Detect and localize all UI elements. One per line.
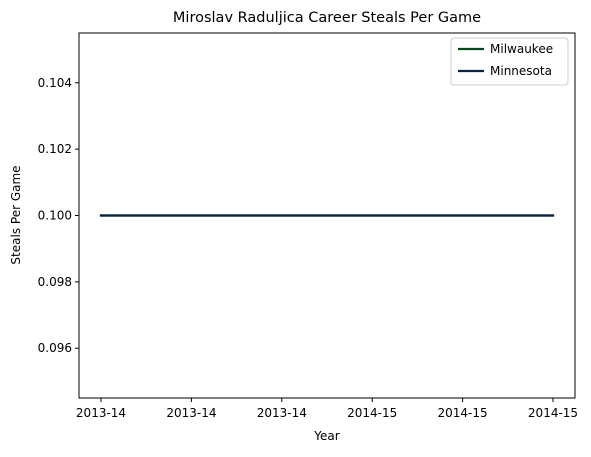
y-axis-label: Steals Per Game — [9, 165, 23, 264]
x-tick-label: 2014-15 — [438, 406, 488, 420]
x-tick-label: 2013-14 — [166, 406, 216, 420]
x-tick-label: 2014-15 — [347, 406, 397, 420]
x-tick-label: 2014-15 — [528, 406, 578, 420]
y-tick-label: 0.096 — [38, 341, 72, 355]
plot-area: 0.096 0.098 0.100 0.102 0.104 2013-14 2013-14 2… — [38, 32, 578, 420]
x-tick-label: 2013-14 — [76, 406, 126, 420]
y-tick-label: 0.098 — [38, 275, 72, 289]
plot-frame — [78, 32, 576, 399]
legend: Milwaukee Minnesota — [450, 37, 569, 86]
x-tick-label: 2013-14 — [257, 406, 307, 420]
y-tick-label: 0.102 — [38, 142, 72, 156]
legend-label: Minnesota — [490, 64, 552, 78]
chart-title: Miroslav Raduljica Career Steals Per Gam… — [173, 10, 481, 26]
y-tick-label: 0.104 — [38, 76, 72, 90]
legend-label: Milwaukee — [490, 42, 553, 56]
x-axis-label: Year — [313, 429, 339, 443]
y-tick-label: 0.100 — [38, 209, 72, 223]
